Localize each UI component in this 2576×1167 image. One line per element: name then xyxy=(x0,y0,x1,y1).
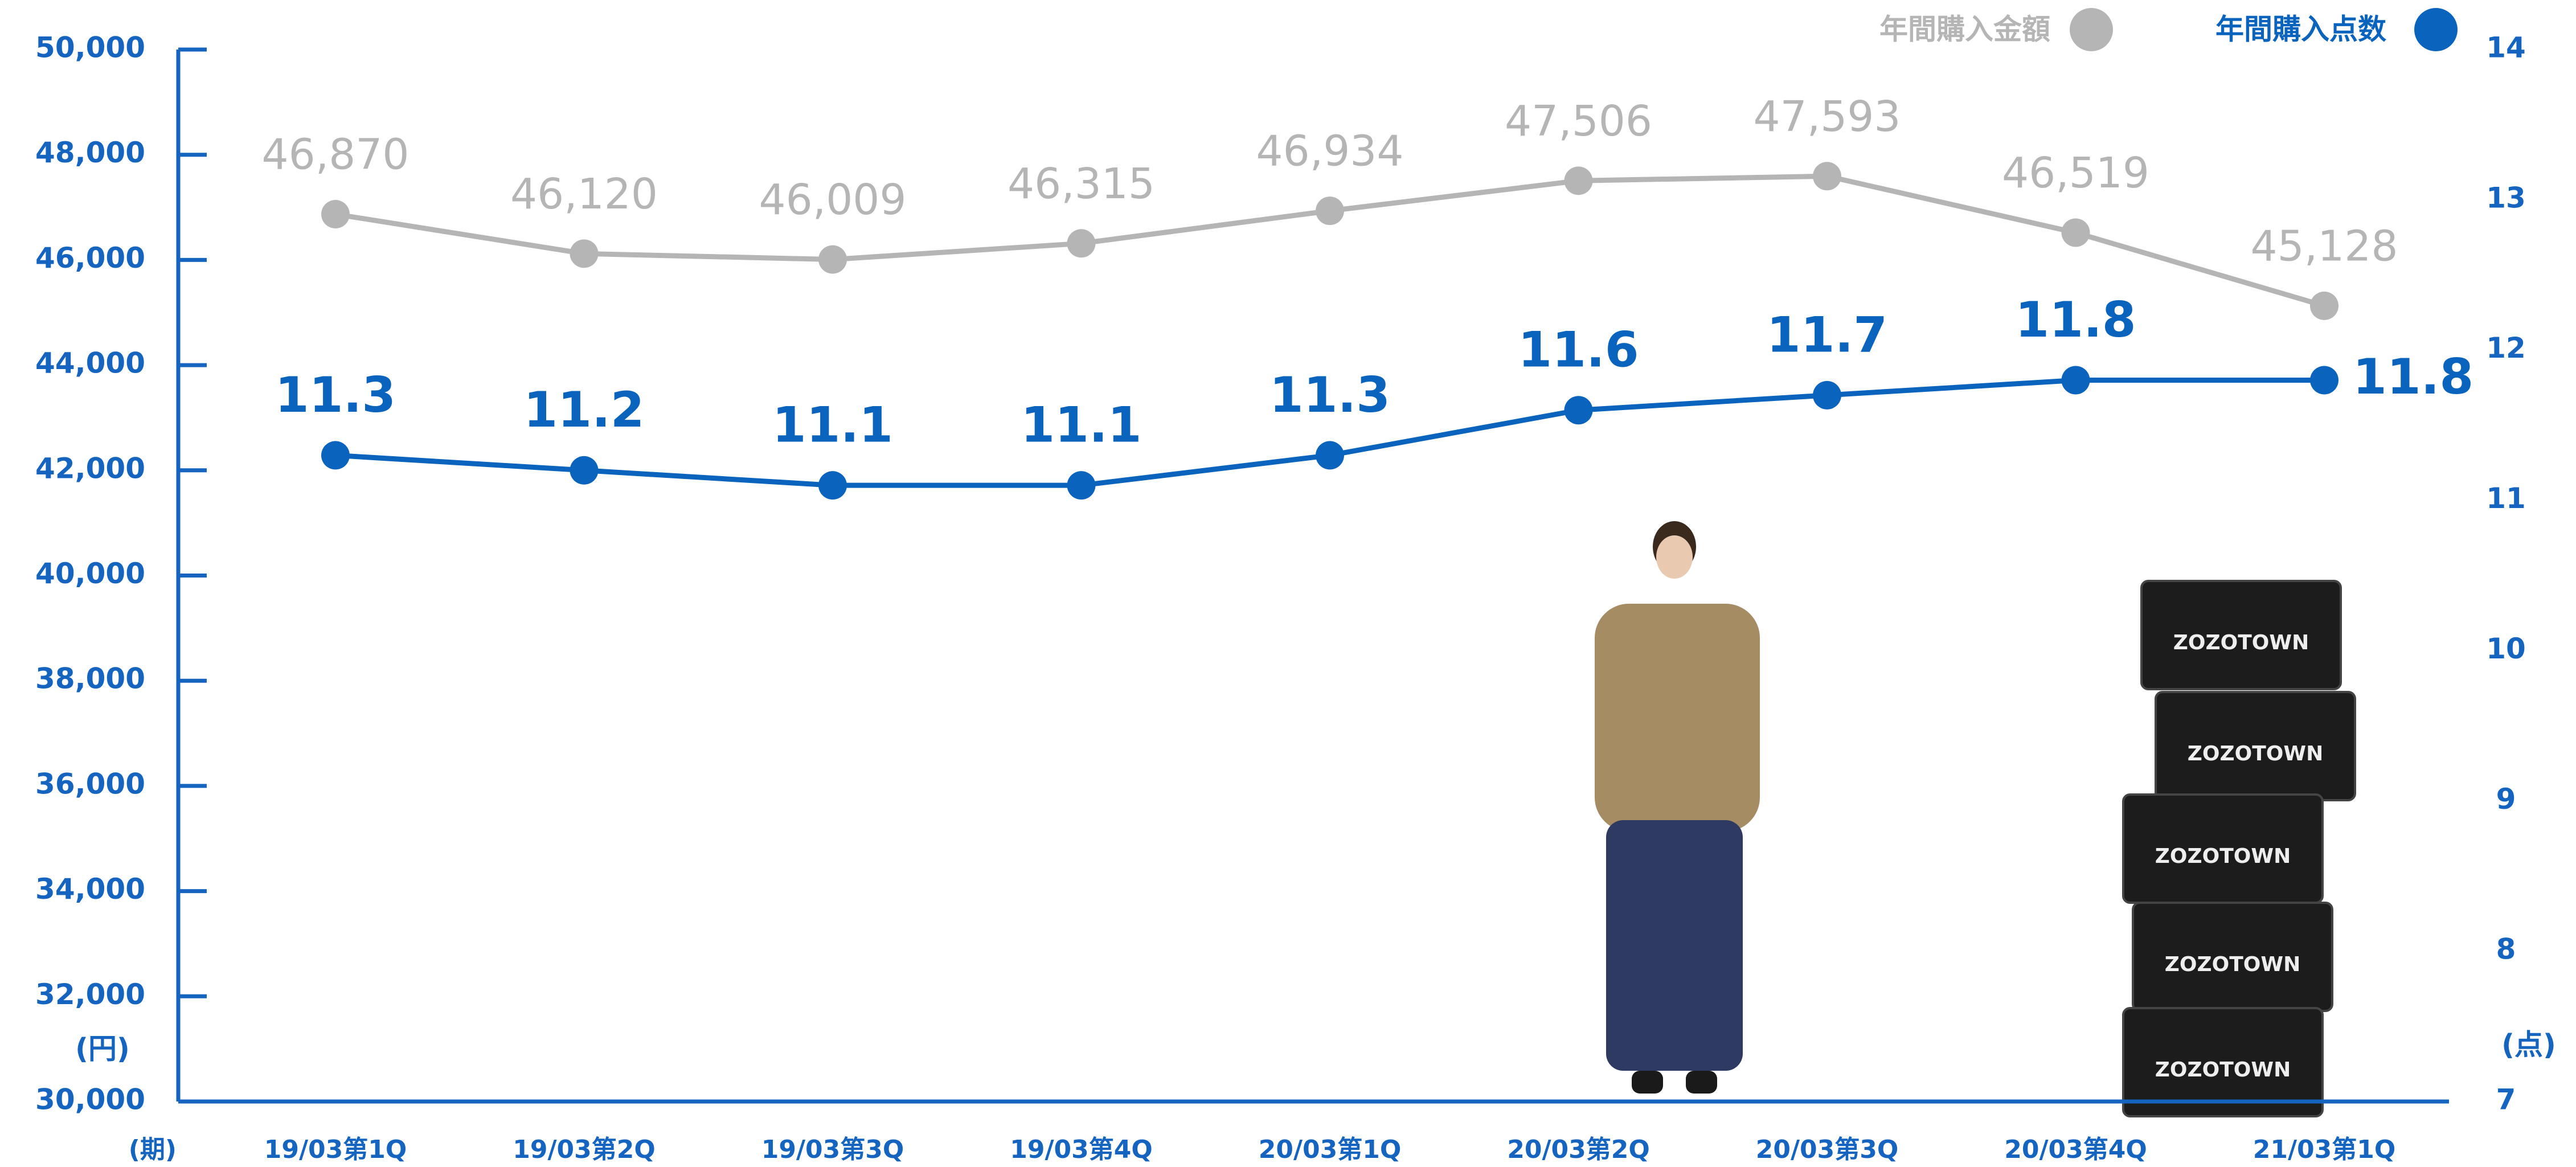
box-label: ZOZOTOWN xyxy=(2173,631,2309,654)
y-tick-label: 48,000 xyxy=(35,136,145,169)
box-illustration: ZOZOTOWN ZOZOTOWN ZOZOTOWN ZOZOTOWN ZOZOTOWN xyxy=(2122,580,2356,1117)
legend-label: 年間購入金額 xyxy=(1879,13,2050,46)
box xyxy=(2122,1007,2324,1117)
x-tick-label: 19/03第2Q xyxy=(513,1135,656,1164)
box-label: ZOZOTOWN xyxy=(2155,845,2291,868)
data-label: 11.3 xyxy=(275,367,396,424)
point xyxy=(2061,366,2090,395)
point xyxy=(570,239,599,268)
data-label: 46,519 xyxy=(2002,149,2149,198)
point xyxy=(2061,218,2090,247)
legend-swatch xyxy=(2070,8,2113,51)
x-tick-label: 20/03第1Q xyxy=(1259,1135,1402,1164)
y2-unit-label: (点) xyxy=(2501,1029,2556,1062)
box xyxy=(2140,580,2342,690)
box-label: ZOZOTOWN xyxy=(2188,742,2323,765)
x-tick-label: 20/03第3Q xyxy=(1756,1135,1899,1164)
data-label: 11.6 xyxy=(1518,322,1639,379)
point xyxy=(570,456,599,485)
y-tick-label: 38,000 xyxy=(35,662,145,695)
data-label: 11.7 xyxy=(1767,306,1887,363)
data-label: 45,128 xyxy=(2251,222,2398,271)
x-tick-label: 19/03第1Q xyxy=(264,1135,407,1164)
data-label: 11.1 xyxy=(1021,397,1141,454)
x-tick-label: 20/03第2Q xyxy=(1507,1135,1650,1164)
y2-tick-label: 14 xyxy=(2486,31,2526,64)
box-label: ZOZOTOWN xyxy=(2165,953,2300,976)
y2-tick-label: 7 xyxy=(2496,1083,2516,1116)
data-label: 46,934 xyxy=(1256,127,1404,176)
y-tick-label: 50,000 xyxy=(35,31,145,64)
y-tick-label: 40,000 xyxy=(35,557,145,590)
data-label: 11.8 xyxy=(2353,349,2473,406)
point xyxy=(818,471,847,500)
data-label: 11.1 xyxy=(772,397,893,454)
data-label: 46,315 xyxy=(1008,159,1155,208)
illustration: ZOZOTOWN ZOZOTOWN ZOZOTOWN ZOZOTOWN ZOZOTOWN xyxy=(1595,521,2356,1117)
x-unit-label: (期) xyxy=(129,1135,177,1164)
point xyxy=(1067,471,1096,500)
x-tick-label: 21/03第1Q xyxy=(2253,1135,2396,1164)
y-tick-label: 42,000 xyxy=(35,452,145,485)
point xyxy=(1813,380,1841,410)
point xyxy=(1316,196,1344,226)
point xyxy=(1813,162,1841,191)
point xyxy=(1564,396,1593,425)
y-tick-label: 30,000 xyxy=(35,1083,145,1116)
y2-tick-label: 10 xyxy=(2486,632,2526,665)
data-label: 46,009 xyxy=(759,175,907,224)
y-tick-label: 36,000 xyxy=(35,767,145,800)
data-label: 11.8 xyxy=(2015,292,2136,349)
point xyxy=(1067,229,1096,258)
y2-tick-label: 13 xyxy=(2486,181,2526,214)
point xyxy=(321,200,350,229)
y2-tick-label: 9 xyxy=(2496,783,2516,816)
box-label: ZOZOTOWN xyxy=(2155,1058,2291,1082)
x-tick-label: 19/03第3Q xyxy=(761,1135,904,1164)
point xyxy=(1564,166,1593,195)
x-tick-label: 20/03第4Q xyxy=(2004,1135,2147,1164)
data-label: 47,506 xyxy=(1505,97,1652,146)
point xyxy=(1316,441,1344,470)
data-label: 46,120 xyxy=(510,170,658,219)
data-label: 11.2 xyxy=(523,382,644,439)
data-label: 47,593 xyxy=(1754,92,1901,141)
data-label: 11.3 xyxy=(1269,367,1390,424)
y-unit-label: (円) xyxy=(75,1033,130,1066)
y-tick-label: 44,000 xyxy=(35,347,145,380)
y2-tick-label: 8 xyxy=(2496,933,2516,966)
x-tick-label: 19/03第4Q xyxy=(1010,1135,1153,1164)
point xyxy=(818,245,847,274)
y-tick-label: 46,000 xyxy=(35,241,145,275)
legend-label: 年間購入点数 xyxy=(2215,13,2386,46)
y2-tick-label: 12 xyxy=(2486,331,2526,365)
data-label: 46,870 xyxy=(262,130,409,179)
y-tick-label: 34,000 xyxy=(35,873,145,906)
y2-tick-label: 11 xyxy=(2486,482,2526,515)
point xyxy=(2310,291,2339,320)
legend-swatch xyxy=(2414,8,2458,51)
y-tick-label: 32,000 xyxy=(35,978,145,1011)
point xyxy=(321,441,350,470)
point xyxy=(2310,366,2339,395)
person-illustration xyxy=(1595,521,1760,1094)
